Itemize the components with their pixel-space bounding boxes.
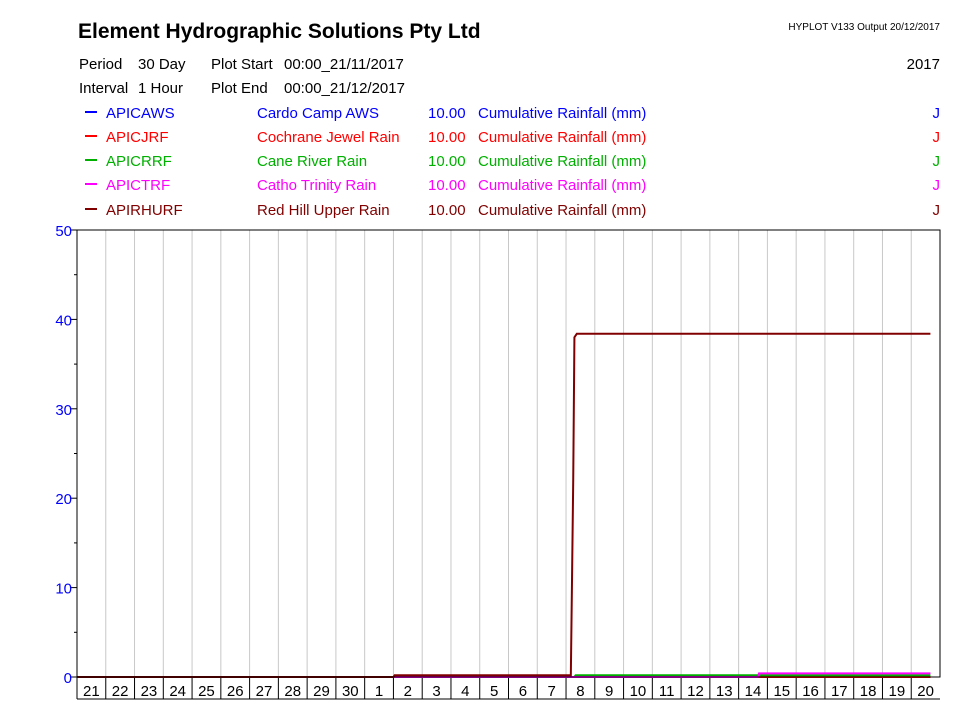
x-tick-label: 17 — [831, 683, 848, 700]
x-tick-label: 15 — [773, 683, 790, 700]
x-tick-label: 9 — [605, 683, 613, 700]
company-title: Element Hydrographic Solutions Pty Ltd — [78, 20, 481, 43]
x-tick-label: 4 — [461, 683, 469, 700]
x-tick-label: 20 — [917, 683, 934, 700]
x-tick-label: 30 — [342, 683, 359, 700]
legend-scale: 10.00 — [428, 202, 466, 219]
legend-row: APICTRF Catho Trinity Rain 10.00 Cumulat… — [85, 177, 940, 194]
x-tick-label: 1 — [375, 683, 383, 700]
legend-scale: 10.00 — [428, 129, 466, 146]
x-tick-label: 18 — [860, 683, 877, 700]
x-tick-label: 12 — [687, 683, 704, 700]
legend-flag: J — [933, 153, 941, 170]
x-tick-label: 25 — [198, 683, 215, 700]
legend-site: Red Hill Upper Rain — [257, 202, 390, 219]
legend-flag: J — [933, 177, 941, 194]
x-tick-label: 24 — [169, 683, 186, 700]
x-tick-label: 29 — [313, 683, 330, 700]
x-tick-label: 23 — [141, 683, 158, 700]
legend-code: APICAWS — [106, 105, 175, 122]
x-tick-label: 13 — [716, 683, 733, 700]
legend-variable: Cumulative Rainfall (mm) — [478, 153, 646, 170]
y-tick-label: 20 — [55, 491, 72, 508]
series-lines — [77, 332, 931, 678]
x-axis: 21 22 23 24 25 26 27 28 29 30 1 2 3 4 5 6 7 8 9 10 11 12 13 14 1… — [76, 677, 940, 700]
y-tick-label: 50 — [55, 223, 72, 240]
plot-start-label: Plot Start — [211, 56, 274, 73]
legend-flag: J — [933, 105, 941, 122]
legend-code: APICRRF — [106, 153, 172, 170]
year-label: 2017 — [907, 56, 940, 73]
x-tick-label: 19 — [889, 683, 906, 700]
x-tick-label: 14 — [745, 683, 762, 700]
y-tick-label: 10 — [55, 581, 72, 598]
period-label: Period — [79, 56, 122, 73]
x-tick-label: 10 — [630, 683, 647, 700]
x-tick-label: 27 — [256, 683, 273, 700]
x-tick-label: 28 — [284, 683, 301, 700]
legend-variable: Cumulative Rainfall (mm) — [478, 105, 646, 122]
plot-end-value: 00:00_21/12/2017 — [284, 80, 405, 97]
x-tick-label: 16 — [802, 683, 819, 700]
legend-variable: Cumulative Rainfall (mm) — [478, 177, 646, 194]
series-line-apirhurf — [77, 332, 931, 678]
plot-start-value: 00:00_21/11/2017 — [284, 56, 404, 73]
plot-end-label: Plot End — [211, 80, 268, 97]
legend-scale: 10.00 — [428, 153, 466, 170]
x-tick-label: 22 — [112, 683, 129, 700]
plot-frame — [76, 229, 941, 678]
legend: APICAWS Cardo Camp AWS 10.00 Cumulative … — [85, 105, 940, 219]
x-tick-label: 21 — [83, 683, 100, 700]
period-value: 30 Day — [138, 56, 186, 73]
x-tick-label: 3 — [432, 683, 440, 700]
legend-code: APIRHURF — [106, 202, 183, 219]
legend-row: APICJRF Cochrane Jewel Rain 10.00 Cumula… — [85, 129, 940, 146]
legend-site: Catho Trinity Rain — [257, 177, 376, 194]
legend-flag: J — [933, 129, 941, 146]
interval-label: Interval — [79, 80, 128, 97]
y-tick-label: 30 — [55, 402, 72, 419]
legend-variable: Cumulative Rainfall (mm) — [478, 202, 646, 219]
legend-site: Cardo Camp AWS — [257, 105, 379, 122]
interval-value: 1 Hour — [138, 80, 183, 97]
y-tick-label: 40 — [55, 312, 72, 329]
legend-code: APICTRF — [106, 177, 170, 194]
y-tick-label: 0 — [64, 670, 72, 687]
x-tick-label: 5 — [490, 683, 498, 700]
legend-row: APIRHURF Red Hill Upper Rain 10.00 Cumul… — [85, 202, 940, 219]
x-tick-label: 2 — [404, 683, 412, 700]
legend-site: Cane River Rain — [257, 153, 367, 170]
x-tick-label: 11 — [659, 683, 675, 700]
legend-site: Cochrane Jewel Rain — [257, 129, 400, 146]
legend-scale: 10.00 — [428, 177, 466, 194]
x-tick-label: 6 — [519, 683, 527, 700]
y-axis: 0 10 20 30 40 50 — [55, 223, 77, 687]
legend-variable: Cumulative Rainfall (mm) — [478, 129, 646, 146]
x-tick-label: 7 — [547, 683, 555, 700]
legend-row: APICAWS Cardo Camp AWS 10.00 Cumulative … — [85, 105, 940, 122]
legend-flag: J — [933, 202, 941, 219]
legend-code: APICJRF — [106, 129, 169, 146]
legend-row: APICRRF Cane River Rain 10.00 Cumulative… — [85, 153, 940, 170]
x-tick-label: 8 — [576, 683, 584, 700]
plot-grid — [105, 230, 912, 677]
x-tick-label: 26 — [227, 683, 244, 700]
legend-scale: 10.00 — [428, 105, 466, 122]
program-info: HYPLOT V133 Output 20/12/2017 — [788, 22, 940, 33]
